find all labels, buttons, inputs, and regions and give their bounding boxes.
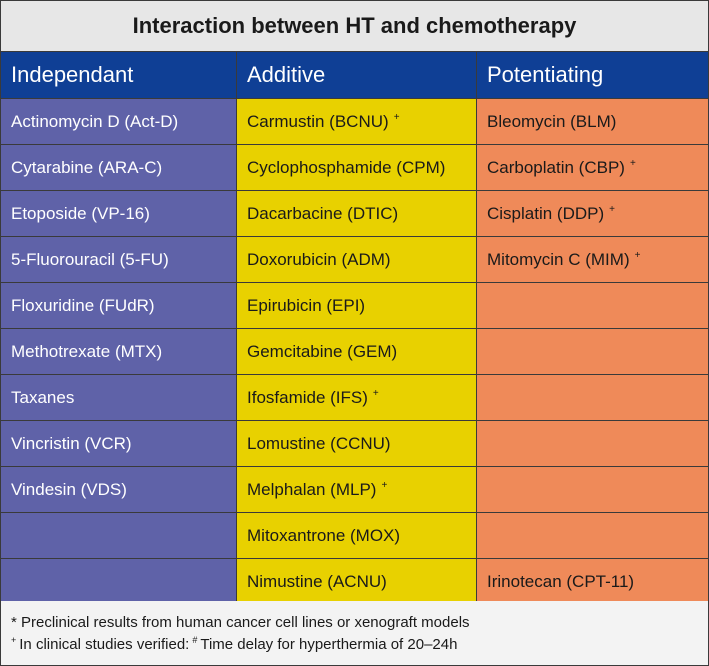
cell-additive: Dacarbacine (DTIC) [237,191,477,236]
footnote-preclinical: * Preclinical results from human cancer … [11,614,470,631]
drug-name: Carboplatin (CBP) [487,158,625,177]
table-row: Methotrexate (MTX) Gemcitabine (GEM) [1,329,708,375]
cell-potentiating: Irinotecan (CPT-11) [477,559,708,604]
drug-name: Mitomycin C (MIM) [487,250,630,269]
cell-potentiating [477,329,708,374]
table-row: 5-Fluorouracil (5-FU) Doxorubicin (ADM) Mi… [1,237,708,283]
cell-independant [1,559,237,604]
drug-name: 5-Fluorouracil (5-FU) [11,250,169,269]
drug-name: Methotrexate (MTX) [11,342,163,361]
table-row: Etoposide (VP-16) Dacarbacine (DTIC) Cispl… [1,191,708,237]
cell-independant: Methotrexate (MTX) [1,329,237,374]
drug-name: Lomustine (CCNU) [247,434,391,453]
table-title: Interaction between HT and chemotherapy [1,1,708,52]
drug-name: Floxuridine (FUdR) [11,296,155,315]
drug-name: Epirubicin (EPI) [247,296,366,315]
cell-independant [1,513,237,558]
drug-name: Irinotecan (CPT-11) [487,572,635,591]
drug-name: Taxanes [11,388,75,407]
footnote-hash-mark: # [192,635,198,645]
table-body: Actinomycin D (Act-D) Carmustin (BCNU) + Bl… [1,99,708,605]
cell-potentiating [477,467,708,512]
cell-independant: Floxuridine (FUdR) [1,283,237,328]
header-additive: Additive [237,52,477,98]
drug-name: Dacarbacine (DTIC) [247,204,399,223]
cell-independant: Taxanes [1,375,237,420]
column-header-row: Independant Additive Potentiating [1,52,708,99]
cell-additive: Nimustine (ACNU) [237,559,477,604]
drug-name: Melphalan (MLP) [247,480,377,499]
cell-independant: Actinomycin D (Act-D) [1,99,237,144]
cell-independant: Etoposide (VP-16) [1,191,237,236]
clinical-mark: + [372,388,379,399]
cell-potentiating [477,421,708,466]
table-row: Vincristin (VCR) Lomustine (CCNU) [1,421,708,467]
table-row: Taxanes Ifosfamide (IFS) + [1,375,708,421]
cell-independant: 5-Fluorouracil (5-FU) [1,237,237,282]
drug-name: Vincristin (VCR) [11,434,132,453]
cell-potentiating [477,375,708,420]
footnote-time-delay-text: Time delay for hyperthermia of 20–24h [200,636,458,653]
cell-potentiating: Cisplatin (DDP) + [477,191,708,236]
table-row: Actinomycin D (Act-D) Carmustin (BCNU) + Bl… [1,99,708,145]
drug-name: Cytarabine (ARA-C) [11,158,163,177]
clinical-mark: + [629,158,636,169]
clinical-mark: + [609,204,615,215]
clinical-mark: + [381,480,388,491]
footnote-clinical: + In clinical studies verified: # Time dela… [11,634,708,656]
header-independant: Independant [1,52,237,98]
table-row: Floxuridine (FUdR) Epirubicin (EPI) [1,283,708,329]
drug-name: Ifosfamide (IFS) [247,388,368,407]
table-row: Nimustine (ACNU) Irinotecan (CPT-11) [1,559,708,605]
drug-name: Vindesin (VDS) [11,480,127,499]
drug-name: Cisplatin (DDP) [487,204,605,223]
cell-independant: Vincristin (VCR) [1,421,237,466]
cell-additive: Ifosfamide (IFS) + [237,375,477,420]
table-row: Vindesin (VDS) Melphalan (MLP) + [1,467,708,513]
drug-name: Gemcitabine (GEM) [247,342,398,361]
cell-additive: Lomustine (CCNU) [237,421,477,466]
cell-independant: Cytarabine (ARA-C) [1,145,237,190]
clinical-mark: + [393,112,400,123]
cell-additive: Epirubicin (EPI) [237,283,477,328]
cell-additive: Gemcitabine (GEM) [237,329,477,374]
table-row: Mitoxantrone (MOX) [1,513,708,559]
cell-additive: Mitoxantrone (MOX) [237,513,477,558]
footnote-plus-mark: + [11,635,17,645]
table-row: Cytarabine (ARA-C) Cyclophosphamide (CPM)… [1,145,708,191]
cell-additive: Cyclophosphamide (CPM) [237,145,477,190]
drug-name: Actinomycin D (Act-D) [11,112,179,131]
cell-additive: Doxorubicin (ADM) [237,237,477,282]
cell-additive: Carmustin (BCNU) + [237,99,477,144]
cell-potentiating: Mitomycin C (MIM) + [477,237,708,282]
drug-name: Carmustin (BCNU) [247,112,389,131]
drug-name: Doxorubicin (ADM) [247,250,391,269]
drug-name: Etoposide (VP-16) [11,204,150,223]
cell-potentiating [477,283,708,328]
cell-independant: Vindesin (VDS) [1,467,237,512]
drug-name: Bleomycin (BLM) [487,112,617,131]
cell-additive: Melphalan (MLP) + [237,467,477,512]
clinical-mark: + [634,250,641,261]
cell-potentiating: Bleomycin (BLM) [477,99,708,144]
header-potentiating: Potentiating [487,62,604,87]
footnotes: * Preclinical results from human cancer … [1,601,708,665]
drug-name: Cyclophosphamide (CPM) [247,158,446,177]
footnote-clinical-text: In clinical studies verified: [19,636,190,653]
cell-potentiating [477,513,708,558]
cell-potentiating: Carboplatin (CBP) + [477,145,708,190]
drug-name: Mitoxantrone (MOX) [247,526,401,545]
drug-name: Nimustine (ACNU) [247,572,387,591]
